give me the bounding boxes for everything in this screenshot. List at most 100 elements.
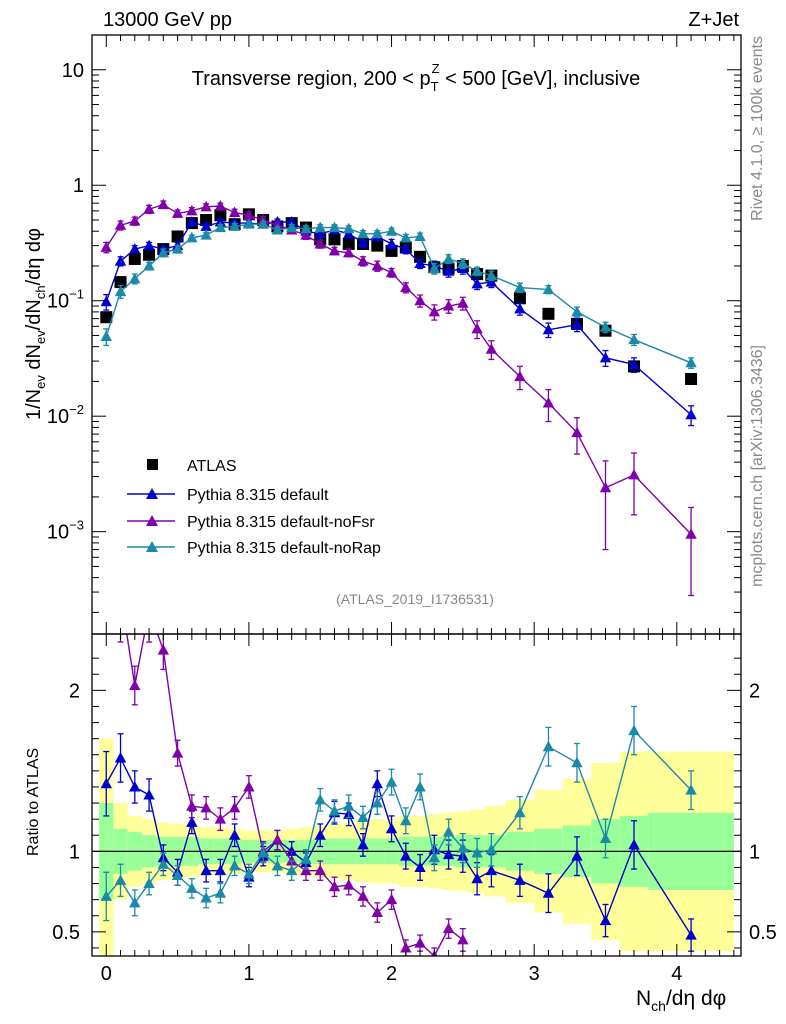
- mc-point: [314, 227, 326, 239]
- mcplots-label: mcplots.cern.ch [arXiv:1306.3436]: [749, 345, 766, 587]
- mc-point: [571, 426, 583, 438]
- mc-point: [129, 272, 141, 284]
- mc-point: [457, 257, 469, 269]
- ratio-point: [485, 843, 498, 855]
- ratio-line: [105, 729, 692, 905]
- mc-point: [685, 356, 697, 368]
- ratio-point: [571, 850, 583, 861]
- mc-point: [471, 277, 483, 289]
- ratio-point: [457, 842, 469, 853]
- main-panel-data: [100, 198, 698, 597]
- mc-point: [599, 351, 612, 363]
- ratio-point: [414, 861, 426, 872]
- ratio-y-tick-label-right: 2: [749, 680, 760, 702]
- ratio-point: [129, 896, 141, 908]
- y-tick-base: 10: [47, 522, 69, 544]
- mc-point: [157, 198, 170, 210]
- legend-label-nofsr: Pythia 8.315 default-noFsr: [187, 514, 375, 531]
- ratio-point: [542, 740, 555, 752]
- mc-point: [100, 295, 112, 307]
- mc-point: [628, 358, 640, 370]
- mc-point: [186, 216, 198, 227]
- ratio-point: [471, 846, 483, 858]
- legend-marker-nofsr: [146, 515, 158, 526]
- mc-point: [599, 481, 612, 493]
- ratio-point: [457, 933, 469, 945]
- ratio-point: [100, 777, 112, 789]
- mc-point: [371, 259, 383, 271]
- series-2: [100, 198, 697, 597]
- mc-point: [228, 220, 241, 231]
- ratio-y-tick-label-right: 1: [749, 841, 760, 863]
- mc-point: [442, 300, 455, 311]
- mc-point: [485, 343, 498, 354]
- ratio-point: [143, 877, 155, 889]
- mc-point: [328, 221, 341, 233]
- ratio-point: [628, 724, 640, 736]
- ratio-point: [442, 826, 455, 837]
- ratio-point: [328, 805, 341, 816]
- ratio-point: [599, 832, 612, 843]
- ratio-point: [114, 751, 127, 763]
- mc-point: [214, 200, 227, 211]
- mc-point: [485, 269, 498, 281]
- ratio-point: [414, 780, 426, 792]
- ratio-point: [186, 800, 198, 811]
- chart-title-sub: T: [431, 79, 439, 94]
- mc-point: [542, 397, 555, 408]
- ratio-point: [542, 887, 555, 898]
- mc-point: [100, 330, 112, 341]
- mc-point: [685, 528, 697, 539]
- process-label: Z+Jet: [688, 9, 739, 31]
- ratio-point: [685, 784, 697, 795]
- mc-point: [129, 243, 141, 254]
- ratio-point: [101, 523, 112, 534]
- ratio-point: [285, 855, 298, 866]
- ratio-point: [385, 822, 398, 834]
- y-tick-exp: −1: [69, 287, 84, 302]
- mc-point: [243, 218, 255, 229]
- mc-point: [200, 220, 212, 231]
- y-tick-label: 10−3: [47, 518, 84, 544]
- mc-point: [428, 262, 441, 274]
- ratio-point: [385, 893, 398, 905]
- series-line: [105, 223, 692, 364]
- ratio-point: [257, 846, 269, 858]
- mc-point: [685, 408, 697, 420]
- ratio-point: [371, 797, 383, 808]
- mc-point: [186, 231, 198, 243]
- ratio-point: [186, 882, 198, 893]
- ratio-point: [514, 806, 526, 818]
- mc-point: [143, 239, 155, 251]
- legend-label-norap: Pythia 8.315 default-noRap: [187, 540, 381, 557]
- ratio-point: [115, 588, 126, 599]
- x-tick-label: 1: [243, 963, 254, 985]
- mc-point: [300, 222, 312, 234]
- x-tick-label: 2: [386, 963, 397, 985]
- mc-point: [471, 322, 483, 334]
- ratio-point: [285, 864, 298, 876]
- ratio-point: [514, 874, 526, 885]
- mc-point: [571, 318, 583, 330]
- mc-point: [129, 215, 141, 226]
- x-tick-label: 0: [101, 963, 112, 985]
- analysis-id-label: (ATLAS_2019_I1736531): [336, 591, 494, 607]
- mc-point: [114, 219, 127, 230]
- mc-point: [628, 333, 640, 345]
- series-line: [105, 221, 692, 416]
- mc-point: [442, 252, 455, 264]
- ratio-point: [214, 864, 227, 876]
- ratio-point: [371, 906, 383, 918]
- ratio-point: [228, 801, 241, 813]
- atlas-point: [342, 237, 355, 250]
- ratio-point: [300, 864, 312, 876]
- mc-point: [414, 230, 426, 241]
- mc-point: [257, 218, 269, 229]
- ratio-point: [243, 867, 255, 879]
- mc-point: [143, 203, 155, 214]
- series-1: [100, 216, 697, 427]
- mc-point: [214, 221, 227, 233]
- atlas-point: [214, 209, 227, 222]
- main-y-axis-label: 1/Nev dNev/dNch/dη dφ: [23, 228, 48, 420]
